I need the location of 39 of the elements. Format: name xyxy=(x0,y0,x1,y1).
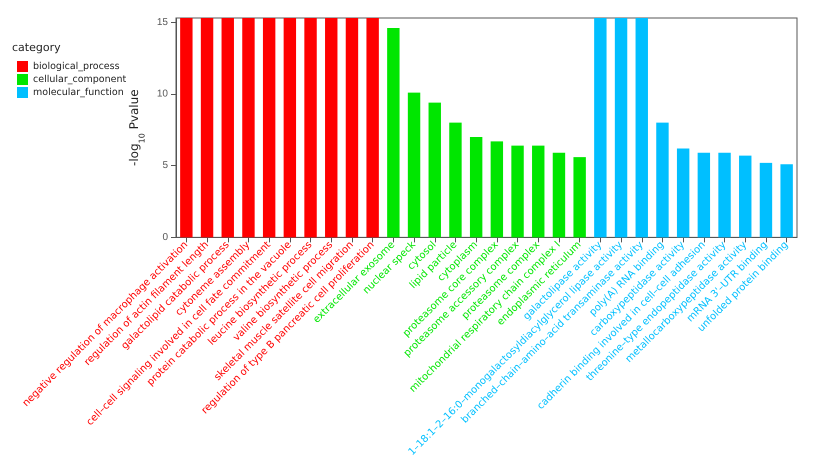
bar xyxy=(656,122,669,238)
bar xyxy=(676,148,690,238)
bar xyxy=(428,102,441,238)
bar xyxy=(739,156,752,238)
bar xyxy=(387,28,400,238)
bar xyxy=(573,157,586,238)
bar xyxy=(325,18,338,238)
bar xyxy=(284,18,296,238)
legend-label: biological_process xyxy=(33,61,120,72)
bar xyxy=(470,137,482,238)
y-axis-title: -log10 Pvalue xyxy=(126,89,146,166)
y-tick-label: 0 xyxy=(162,232,168,243)
bar xyxy=(698,152,710,238)
bar xyxy=(304,18,317,238)
bar xyxy=(718,152,731,238)
bar xyxy=(614,18,628,238)
bar xyxy=(594,18,607,238)
bar xyxy=(552,152,566,238)
bar xyxy=(760,162,772,238)
y-tick-label: 5 xyxy=(162,160,168,172)
bar xyxy=(511,146,524,238)
y-tick-label: 10 xyxy=(156,88,168,100)
bar xyxy=(242,18,255,238)
bar xyxy=(408,92,420,238)
legend-label: molecular_function xyxy=(33,87,124,98)
bar xyxy=(532,146,544,238)
legend-label: cellular_component xyxy=(33,74,127,85)
bar xyxy=(636,18,648,238)
bar xyxy=(222,18,234,238)
bar xyxy=(449,122,462,238)
bar xyxy=(262,18,276,238)
legend-title: category xyxy=(12,41,62,54)
bar xyxy=(780,164,793,238)
y-tick-label: 15 xyxy=(156,16,168,28)
bar xyxy=(180,18,193,238)
bar xyxy=(490,141,504,238)
bar xyxy=(366,18,379,238)
bar xyxy=(200,18,214,238)
bar xyxy=(346,18,358,238)
